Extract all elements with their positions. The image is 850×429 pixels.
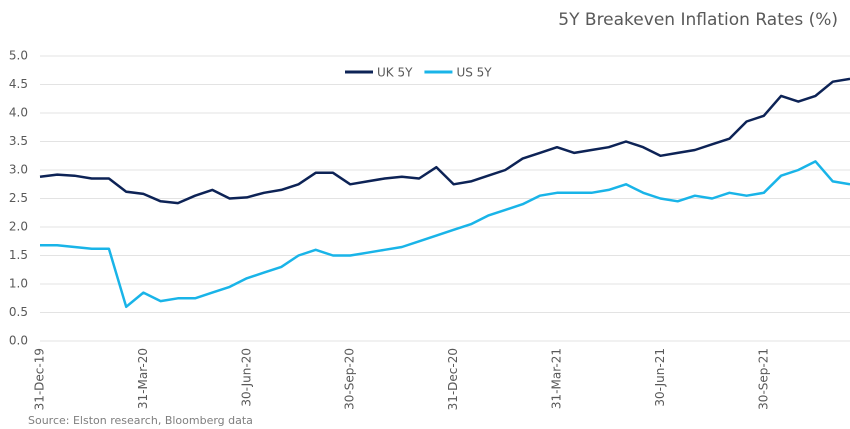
x-tick-label: 30-Jun-20 xyxy=(239,348,253,407)
y-tick-label: 0.5 xyxy=(9,305,28,319)
x-tick-label: 31-Dec-19 xyxy=(33,348,47,410)
x-tick-label: 31-Mar-20 xyxy=(136,348,150,409)
y-tick-label: 3.0 xyxy=(9,163,28,177)
data-line xyxy=(39,77,850,205)
legend-label: US 5Y xyxy=(456,66,492,80)
x-tick-label: 30-Sep-20 xyxy=(343,348,357,410)
y-tick-label: 3.5 xyxy=(9,134,28,148)
x-tick-label: 30-Jun-21 xyxy=(653,348,667,407)
data-line xyxy=(40,160,850,309)
chart-title: 5Y Breakeven Inflation Rates (%) xyxy=(558,10,838,30)
x-tick-label: 31-Dec-20 xyxy=(446,348,460,410)
x-tick-label: 31-Mar-21 xyxy=(550,348,564,409)
y-tick-label: 1.5 xyxy=(9,248,28,262)
y-tick-label: 4.0 xyxy=(9,106,28,120)
legend-label: UK 5Y xyxy=(377,66,413,80)
x-tick-label: 30-Sep-21 xyxy=(756,348,770,410)
y-tick-label: 2.0 xyxy=(9,220,28,234)
y-tick-label: 5.0 xyxy=(9,49,28,63)
source-note: Source: Elston research, Bloomberg data xyxy=(28,414,253,427)
y-tick-label: 1.0 xyxy=(9,277,28,291)
y-tick-label: 4.5 xyxy=(9,77,28,91)
y-tick-label: 0.0 xyxy=(9,334,28,348)
y-tick-label: 2.5 xyxy=(9,191,28,205)
